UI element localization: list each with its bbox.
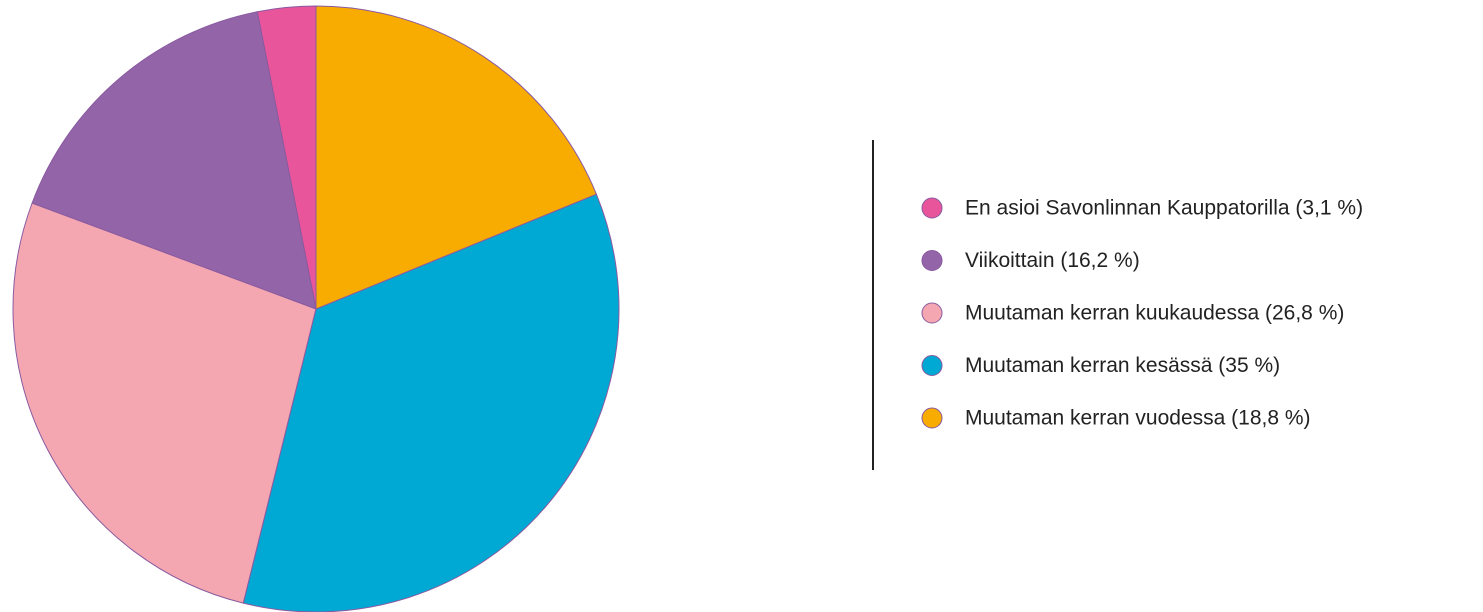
- pie-slice: [12, 202, 317, 604]
- pie-slice: [31, 11, 317, 310]
- legend-marker: [921, 197, 943, 219]
- legend-label: Muutaman kerran vuodessa (18,8 %): [965, 407, 1311, 430]
- legend-marker: [921, 250, 943, 271]
- pie-slice: [242, 193, 620, 612]
- legend-label: Muutaman kerran kuukaudessa (26,8 %): [965, 302, 1344, 325]
- pie-slice: [315, 5, 598, 310]
- legend-marker: [921, 407, 943, 429]
- legend-label: Muutaman kerran kesässä (35 %): [965, 354, 1280, 377]
- legend-label: En asioi Savonlinnan Kauppatorilla (3,1 …: [965, 197, 1363, 220]
- legend-marker: [921, 302, 943, 324]
- legend-marker: [921, 355, 943, 376]
- legend-label: Viikoittain (16,2 %): [965, 249, 1140, 272]
